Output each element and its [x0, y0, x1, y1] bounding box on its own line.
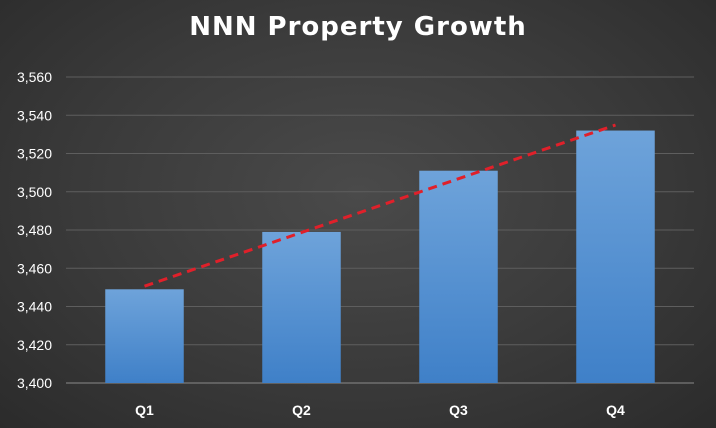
- y-tick-label: 3,540: [17, 107, 52, 123]
- trendline-layer: [144, 123, 616, 288]
- bar-q2: [262, 231, 341, 383]
- y-tick-label: 3,460: [17, 260, 52, 276]
- x-tick-label: Q2: [292, 402, 311, 418]
- y-tick-label: 3,560: [17, 69, 52, 85]
- y-tick-label: 3,500: [17, 184, 52, 200]
- y-tick-label: 3,480: [17, 222, 52, 238]
- bars: [105, 130, 655, 383]
- y-tick-label: 3,520: [17, 146, 52, 162]
- y-tick-label: 3,420: [17, 337, 52, 353]
- bar-q1: [105, 289, 184, 383]
- y-tick-label: 3,400: [17, 375, 52, 391]
- y-axis-tick-labels: 3,400 3,420 3,440 3,460 3,480 3,500 3,520 3,540…: [17, 69, 52, 391]
- chart-title: NNN Property Growth: [189, 12, 527, 42]
- bar-q3: [419, 170, 498, 383]
- x-axis-tick-labels: Q1 Q2 Q3 Q4: [135, 402, 625, 418]
- y-tick-label: 3,440: [17, 299, 52, 315]
- x-tick-label: Q1: [135, 402, 154, 418]
- x-tick-label: Q4: [606, 402, 625, 418]
- bar-q4: [576, 130, 655, 383]
- trendline: [144, 123, 616, 288]
- x-tick-label: Q3: [449, 402, 468, 418]
